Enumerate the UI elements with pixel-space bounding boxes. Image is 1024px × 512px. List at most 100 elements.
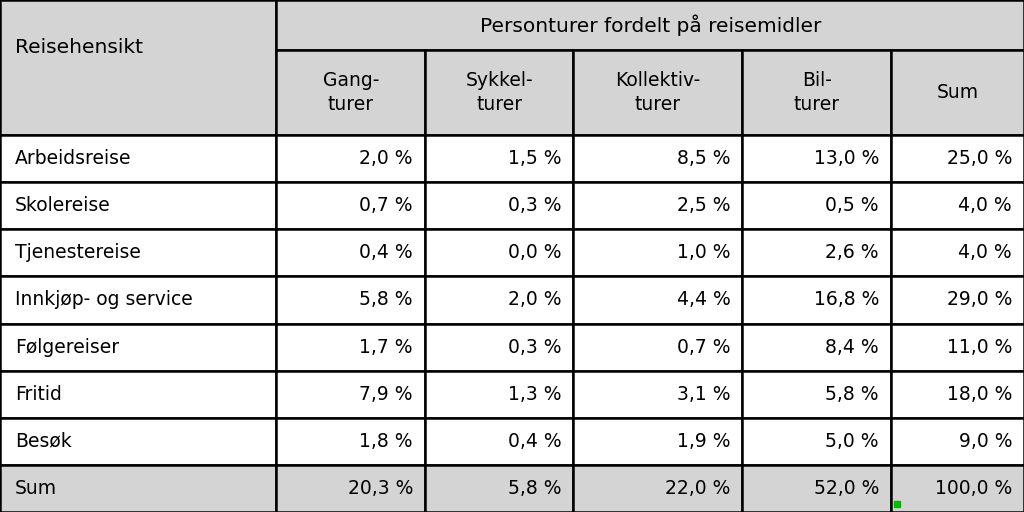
- Bar: [573, 182, 742, 229]
- Text: 29,0 %: 29,0 %: [946, 290, 1012, 309]
- Bar: [425, 182, 573, 229]
- Bar: [742, 229, 891, 276]
- Bar: [276, 324, 425, 371]
- Text: 4,0 %: 4,0 %: [958, 243, 1012, 262]
- Text: 1,0 %: 1,0 %: [677, 243, 730, 262]
- Text: 22,0 %: 22,0 %: [665, 479, 730, 498]
- Text: 0,4 %: 0,4 %: [359, 243, 413, 262]
- Bar: [425, 229, 573, 276]
- Text: 1,7 %: 1,7 %: [359, 337, 413, 356]
- Text: 20,3 %: 20,3 %: [347, 479, 413, 498]
- Text: 1,5 %: 1,5 %: [508, 149, 561, 168]
- Text: Følgereiser: Følgereiser: [15, 337, 119, 356]
- Bar: [891, 50, 1024, 135]
- Text: Reisehensikt: Reisehensikt: [15, 38, 143, 57]
- Bar: [742, 371, 891, 418]
- Bar: [573, 229, 742, 276]
- Bar: [891, 465, 1024, 512]
- Text: 0,3 %: 0,3 %: [508, 196, 561, 215]
- Text: 0,7 %: 0,7 %: [677, 337, 730, 356]
- Text: 3,1 %: 3,1 %: [677, 385, 730, 403]
- Bar: [742, 324, 891, 371]
- Text: 5,0 %: 5,0 %: [825, 432, 879, 451]
- Bar: [891, 135, 1024, 182]
- Bar: [891, 229, 1024, 276]
- Bar: [0, 418, 276, 465]
- Bar: [891, 371, 1024, 418]
- Text: 9,0 %: 9,0 %: [958, 432, 1012, 451]
- Bar: [573, 371, 742, 418]
- Text: Tjenestereise: Tjenestereise: [15, 243, 141, 262]
- Text: 2,5 %: 2,5 %: [677, 196, 730, 215]
- Bar: [742, 50, 891, 135]
- Bar: [276, 418, 425, 465]
- Bar: [276, 182, 425, 229]
- Bar: [573, 324, 742, 371]
- Text: 4,4 %: 4,4 %: [677, 290, 730, 309]
- Text: 25,0 %: 25,0 %: [946, 149, 1012, 168]
- Text: 2,6 %: 2,6 %: [825, 243, 879, 262]
- Text: Sum: Sum: [15, 479, 57, 498]
- Bar: [425, 276, 573, 324]
- Text: Sykkel-
turer: Sykkel- turer: [465, 71, 534, 114]
- Text: Innkjøp- og service: Innkjøp- og service: [15, 290, 193, 309]
- Text: 1,9 %: 1,9 %: [677, 432, 730, 451]
- Text: 8,5 %: 8,5 %: [677, 149, 730, 168]
- Text: 13,0 %: 13,0 %: [813, 149, 879, 168]
- Text: 0,3 %: 0,3 %: [508, 337, 561, 356]
- Text: 0,4 %: 0,4 %: [508, 432, 561, 451]
- Bar: [573, 50, 742, 135]
- Bar: [425, 324, 573, 371]
- Bar: [742, 276, 891, 324]
- Text: 16,8 %: 16,8 %: [813, 290, 879, 309]
- Text: 4,0 %: 4,0 %: [958, 196, 1012, 215]
- Text: 11,0 %: 11,0 %: [946, 337, 1012, 356]
- Bar: [891, 276, 1024, 324]
- Text: 2,0 %: 2,0 %: [508, 290, 561, 309]
- Bar: [0, 371, 276, 418]
- Bar: [276, 276, 425, 324]
- Text: 2,0 %: 2,0 %: [359, 149, 413, 168]
- Text: 1,3 %: 1,3 %: [508, 385, 561, 403]
- Text: Personturer fordelt på reisemidler: Personturer fordelt på reisemidler: [479, 14, 821, 36]
- Bar: [0, 135, 276, 182]
- Text: Bil-
turer: Bil- turer: [794, 71, 840, 114]
- Bar: [573, 465, 742, 512]
- Bar: [891, 324, 1024, 371]
- Bar: [742, 182, 891, 229]
- Bar: [276, 229, 425, 276]
- Text: 5,8 %: 5,8 %: [825, 385, 879, 403]
- Text: 1,8 %: 1,8 %: [359, 432, 413, 451]
- Bar: [425, 418, 573, 465]
- Bar: [276, 50, 425, 135]
- Bar: [0, 324, 276, 371]
- Text: 52,0 %: 52,0 %: [813, 479, 879, 498]
- Bar: [0, 0, 276, 135]
- Bar: [891, 418, 1024, 465]
- Text: 0,5 %: 0,5 %: [825, 196, 879, 215]
- Text: 5,8 %: 5,8 %: [359, 290, 413, 309]
- Bar: [0, 182, 276, 229]
- Text: 0,0 %: 0,0 %: [508, 243, 561, 262]
- Bar: [573, 135, 742, 182]
- Text: Kollektiv-
turer: Kollektiv- turer: [615, 71, 700, 114]
- Text: Besøk: Besøk: [15, 432, 72, 451]
- Text: 18,0 %: 18,0 %: [946, 385, 1012, 403]
- Text: Arbeidsreise: Arbeidsreise: [15, 149, 131, 168]
- Text: 8,4 %: 8,4 %: [825, 337, 879, 356]
- Bar: [276, 465, 425, 512]
- Bar: [276, 135, 425, 182]
- Bar: [0, 276, 276, 324]
- Bar: [276, 371, 425, 418]
- Bar: [742, 418, 891, 465]
- Bar: [425, 371, 573, 418]
- Bar: [276, 0, 1024, 50]
- Bar: [425, 50, 573, 135]
- Text: 100,0 %: 100,0 %: [935, 479, 1012, 498]
- Bar: [891, 182, 1024, 229]
- Bar: [425, 465, 573, 512]
- Text: Sum: Sum: [936, 83, 979, 102]
- Text: 7,9 %: 7,9 %: [359, 385, 413, 403]
- Text: 5,8 %: 5,8 %: [508, 479, 561, 498]
- Text: Fritid: Fritid: [15, 385, 61, 403]
